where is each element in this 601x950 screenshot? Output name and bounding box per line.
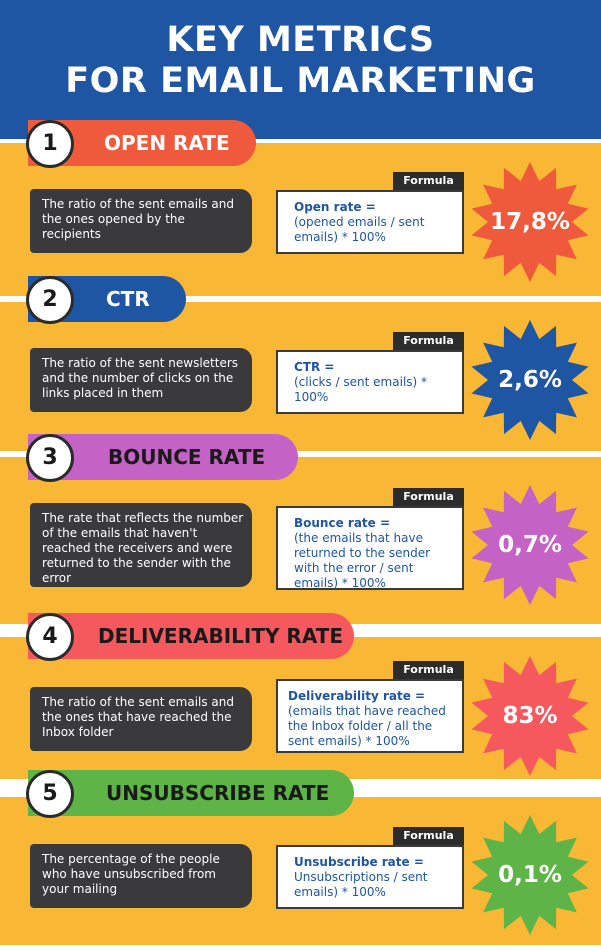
formula-label: Formula: [393, 661, 464, 679]
formula-title: Bounce rate =: [294, 516, 391, 530]
formula-body: (the emails that have returned to the se…: [294, 531, 431, 590]
metric-title-pill: UNSUBSCRIBE RATE: [28, 770, 354, 816]
formula-box: Open rate = (opened emails / sent emails…: [276, 190, 464, 254]
formula-label: Formula: [393, 488, 464, 506]
starburst-polygon: [471, 162, 589, 282]
metric-description: The percentage of the people who have un…: [30, 844, 252, 908]
formula-box: Deliverability rate = (emails that have …: [276, 679, 464, 753]
metric-description: The rate that reflects the number of the…: [30, 503, 252, 587]
header-banner: KEY METRICS FOR EMAIL MARKETING: [0, 0, 601, 139]
formula-title: Open rate =: [294, 200, 376, 214]
title-line-1: KEY METRICS: [166, 20, 435, 60]
formula-title: Deliverability rate =: [288, 689, 426, 703]
starburst-shape: [471, 656, 589, 776]
metric-title: OPEN RATE: [104, 131, 230, 155]
metric-value-star: 17,8%: [468, 160, 592, 284]
metric-number-badge: 1: [26, 120, 74, 168]
starburst-polygon: [471, 485, 589, 605]
formula-label: Formula: [393, 172, 464, 190]
metric-value: 83%: [502, 703, 558, 729]
starburst-shape: [471, 162, 589, 282]
formula-label: Formula: [393, 332, 464, 350]
starburst-shape: [471, 485, 589, 605]
metric-number-badge: 4: [26, 613, 74, 661]
metric-title: UNSUBSCRIBE RATE: [106, 781, 330, 805]
metric-value: 2,6%: [498, 367, 562, 393]
metric-title-pill: DELIVERABILITY RATE: [28, 613, 354, 659]
starburst-polygon: [471, 815, 589, 935]
metric-value-star: 2,6%: [468, 318, 592, 442]
metric-value-star: 0,7%: [468, 483, 592, 607]
metric-description: The ratio of the sent emails and the one…: [30, 189, 252, 253]
metric-number-badge: 5: [26, 770, 74, 818]
metric-title: DELIVERABILITY RATE: [98, 624, 344, 648]
metric-value: 0,7%: [498, 532, 562, 558]
formula-body: (emails that have reached the Inbox fold…: [288, 704, 446, 748]
starburst-shape: [471, 815, 589, 935]
metric-value-star: 83%: [468, 654, 592, 778]
metric-value-star: 0,1%: [468, 813, 592, 937]
metric-number-badge: 2: [26, 276, 74, 324]
formula-body: Unsubscriptions / sent emails) * 100%: [294, 870, 428, 899]
metric-value: 17,8%: [490, 209, 570, 235]
starburst-polygon: [471, 320, 589, 440]
starburst-polygon: [471, 656, 589, 776]
starburst-shape: [471, 320, 589, 440]
metric-description: The ratio of the sent emails and the one…: [30, 687, 252, 751]
formula-box: Bounce rate = (the emails that have retu…: [276, 506, 464, 590]
formula-box: Unsubscribe rate = Unsubscriptions / sen…: [276, 845, 464, 909]
formula-body: (clicks / sent emails) * 100%: [294, 375, 428, 404]
formula-title: Unsubscribe rate =: [294, 855, 424, 869]
metric-title: CTR: [106, 287, 150, 311]
formula-label: Formula: [393, 827, 464, 845]
formula-box: CTR = (clicks / sent emails) * 100%: [276, 350, 464, 414]
metric-number-badge: 3: [26, 434, 74, 482]
formula-body: (opened emails / sent emails) * 100%: [294, 215, 425, 244]
metric-description: The ratio of the sent newsletters and th…: [30, 348, 252, 412]
title-line-2: FOR EMAIL MARKETING: [65, 61, 536, 101]
metric-title: BOUNCE RATE: [108, 445, 266, 469]
formula-title: CTR =: [294, 360, 335, 374]
metric-value: 0,1%: [498, 862, 562, 888]
